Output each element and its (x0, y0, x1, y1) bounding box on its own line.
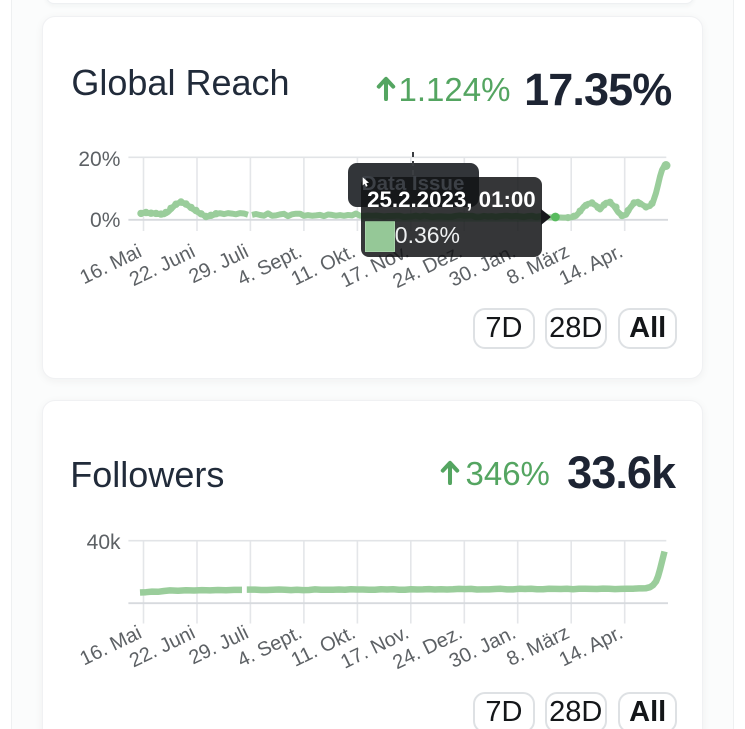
svg-text:0%: 0% (90, 209, 120, 232)
svg-text:40k: 40k (87, 531, 121, 554)
svg-text:20%: 20% (78, 148, 120, 171)
